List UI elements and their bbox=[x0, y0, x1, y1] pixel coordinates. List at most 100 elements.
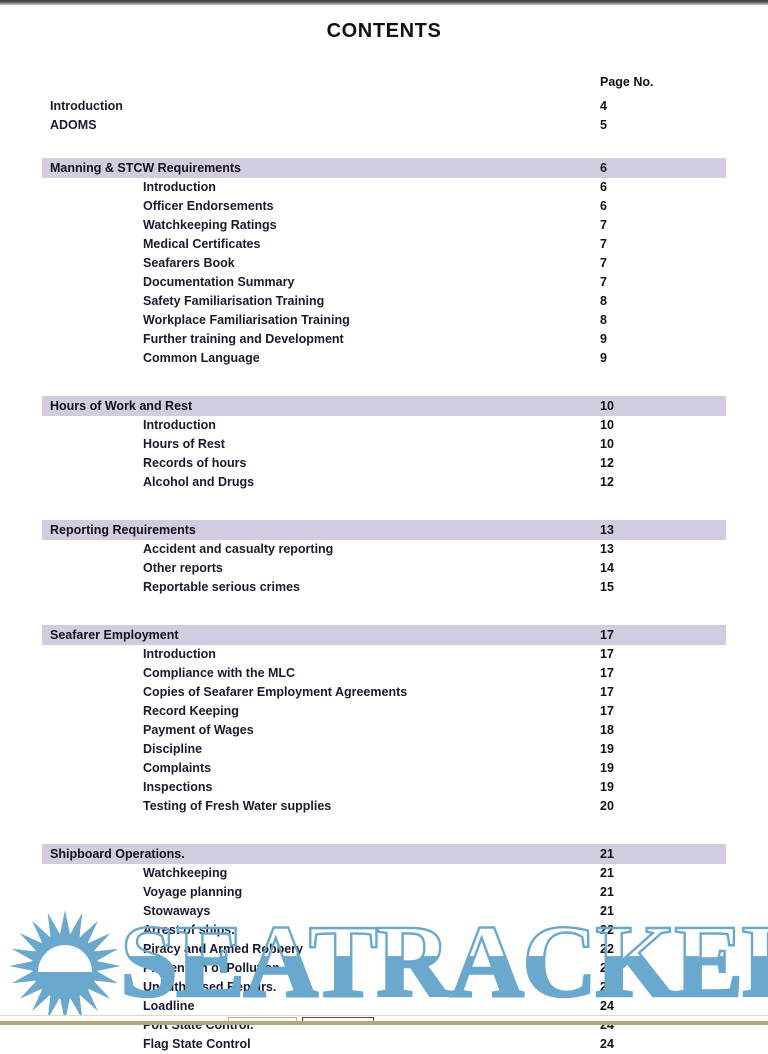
toc-entry-prevention-of-pollution[interactable]: Prevention of Pollution 22 bbox=[42, 959, 726, 978]
toc-entry-seafarers-book[interactable]: Seafarers Book 7 bbox=[42, 254, 726, 273]
toc-entry-page: 17 bbox=[600, 704, 614, 718]
document-page: CONTENTS Page No. Introduction 4 ADOMS 5… bbox=[0, 5, 768, 1051]
toc-entry-unauthorised-repairs[interactable]: Unauthorised Repairs. 24 bbox=[42, 978, 726, 997]
toc-entry-accident-and-casualty-reporting[interactable]: Accident and casualty reporting 13 bbox=[42, 540, 726, 559]
toc-entry-introduction[interactable]: Introduction 6 bbox=[42, 178, 726, 197]
toc-section-page: 21 bbox=[600, 847, 614, 861]
toc-entry-page: 14 bbox=[600, 561, 614, 575]
toc-entry-voyage-planning[interactable]: Voyage planning 21 bbox=[42, 883, 726, 902]
toc-section-heading[interactable]: Hours of Work and Rest 10 bbox=[42, 396, 726, 416]
toc-entry-record-keeping[interactable]: Record Keeping 17 bbox=[42, 702, 726, 721]
toc-entry-title: Accident and casualty reporting bbox=[143, 542, 334, 556]
viewer-bottom-bar[interactable] bbox=[0, 1015, 768, 1025]
toc-entry-reportable-serious-crimes[interactable]: Reportable serious crimes 15 bbox=[42, 578, 726, 597]
toc-entry-page: 22 bbox=[600, 942, 614, 956]
toc-entry-page: 24 bbox=[600, 1037, 614, 1051]
toc-section-heading[interactable]: Seafarer Employment 17 bbox=[42, 625, 726, 645]
toc-entry-page: 8 bbox=[600, 313, 607, 327]
toc-entry-page: 19 bbox=[600, 761, 614, 775]
toc-entry-title: Copies of Seafarer Employment Agreements bbox=[143, 685, 408, 699]
toc-entry-flag-state-control[interactable]: Flag State Control 24 bbox=[42, 1035, 726, 1054]
toc-entry-title: Voyage planning bbox=[143, 885, 243, 899]
toc-entry-page: 17 bbox=[600, 666, 614, 680]
toc-entry-further-training-and-development[interactable]: Further training and Development 9 bbox=[42, 330, 726, 349]
toc-entry-arrest-of-ships[interactable]: Arrest of ships. 22 bbox=[42, 921, 726, 940]
toc-entry-copies-of-seafarer-employment-agreements[interactable]: Copies of Seafarer Employment Agreements… bbox=[42, 683, 726, 702]
toc-entry-adoms[interactable]: ADOMS 5 bbox=[42, 116, 726, 135]
toc-entry-title: Common Language bbox=[143, 351, 260, 365]
toc-entry-title: Unauthorised Repairs. bbox=[143, 980, 277, 994]
toc-entry-medical-certificates[interactable]: Medical Certificates 7 bbox=[42, 235, 726, 254]
toc-entry-title: Seafarers Book bbox=[143, 256, 235, 270]
toc-entry-title: Compliance with the MLC bbox=[143, 666, 296, 680]
toc-entry-watchkeeping-ratings[interactable]: Watchkeeping Ratings 7 bbox=[42, 216, 726, 235]
toc-entry-page: 15 bbox=[600, 580, 614, 594]
thumbnail-strip bbox=[0, 1021, 768, 1025]
toc-entry-title: Reportable serious crimes bbox=[143, 580, 301, 594]
toc-entry-title: Inspections bbox=[143, 780, 213, 794]
table-of-contents: Page No. Introduction 4 ADOMS 5 Manning … bbox=[42, 75, 726, 1054]
toc-entry-page: 21 bbox=[600, 904, 614, 918]
toc-entry-page: 17 bbox=[600, 647, 614, 661]
toc-entry-hours-of-rest[interactable]: Hours of Rest 10 bbox=[42, 435, 726, 454]
toc-entry-title: Flag State Control bbox=[143, 1037, 251, 1051]
toc-entry-payment-of-wages[interactable]: Payment of Wages 18 bbox=[42, 721, 726, 740]
toc-entry-title: Discipline bbox=[143, 742, 203, 756]
toc-entry-title: Officer Endorsements bbox=[143, 199, 274, 213]
toc-entry-title: Piracy and Armed Robbery bbox=[143, 942, 304, 956]
toc-entry-title: Other reports bbox=[143, 561, 223, 575]
toc-entry-watchkeeping[interactable]: Watchkeeping 21 bbox=[42, 864, 726, 883]
toc-entry-page: 18 bbox=[600, 723, 614, 737]
toc-entry-title: Arrest of ships. bbox=[143, 923, 235, 937]
toc-entry-documentation-summary[interactable]: Documentation Summary 7 bbox=[42, 273, 726, 292]
toc-entry-page: 10 bbox=[600, 418, 614, 432]
toc-entry-officer-endorsements[interactable]: Officer Endorsements 6 bbox=[42, 197, 726, 216]
toc-entry-title: Complaints bbox=[143, 761, 212, 775]
toc-section-title: Shipboard Operations. bbox=[50, 847, 185, 861]
toc-section-hours-of-work-and-rest: Hours of Work and Rest 10 Introduction 1… bbox=[42, 396, 726, 492]
toc-section-heading[interactable]: Shipboard Operations. 21 bbox=[42, 844, 726, 864]
toc-entry-inspections[interactable]: Inspections 19 bbox=[42, 778, 726, 797]
page-no-label: Page No. bbox=[600, 75, 654, 89]
toc-entry-title: Hours of Rest bbox=[143, 437, 225, 451]
toc-entry-common-language[interactable]: Common Language 9 bbox=[42, 349, 726, 368]
toc-entry-alcohol-and-drugs[interactable]: Alcohol and Drugs 12 bbox=[42, 473, 726, 492]
toc-entry-introduction[interactable]: Introduction 10 bbox=[42, 416, 726, 435]
toc-entry-discipline[interactable]: Discipline 19 bbox=[42, 740, 726, 759]
toc-entry-title: Workplace Familiarisation Training bbox=[143, 313, 350, 327]
toc-entry-piracy-and-armed-robbery[interactable]: Piracy and Armed Robbery 22 bbox=[42, 940, 726, 959]
toc-section-page: 17 bbox=[600, 628, 614, 642]
toc-entry-compliance-with-the-mlc[interactable]: Compliance with the MLC 17 bbox=[42, 664, 726, 683]
toc-section-title: Seafarer Employment bbox=[50, 628, 179, 642]
toc-entry-introduction[interactable]: Introduction 4 bbox=[42, 97, 726, 116]
toc-entry-safety-familiarisation-training[interactable]: Safety Familiarisation Training 8 bbox=[42, 292, 726, 311]
toc-entry-page: 9 bbox=[600, 351, 607, 365]
page-title: CONTENTS bbox=[326, 20, 442, 42]
toc-entry-title: Records of hours bbox=[143, 456, 247, 470]
toc-section-heading[interactable]: Reporting Requirements 13 bbox=[42, 520, 726, 540]
toc-entry-other-reports[interactable]: Other reports 14 bbox=[42, 559, 726, 578]
toc-entry-page: 19 bbox=[600, 742, 614, 756]
toc-entry-workplace-familiarisation-training[interactable]: Workplace Familiarisation Training 8 bbox=[42, 311, 726, 330]
toc-entry-records-of-hours[interactable]: Records of hours 12 bbox=[42, 454, 726, 473]
spacer bbox=[42, 135, 726, 158]
toc-entry-page: 24 bbox=[600, 980, 614, 994]
toc-section-manning-stcw-requirements: Manning & STCW Requirements 6 Introducti… bbox=[42, 158, 726, 368]
toc-entry-page: 5 bbox=[600, 118, 607, 132]
toc-entry-title: Documentation Summary bbox=[143, 275, 295, 289]
toc-entry-title: Introduction bbox=[50, 99, 123, 113]
toc-entry-testing-of-fresh-water-supplies[interactable]: Testing of Fresh Water supplies 20 bbox=[42, 797, 726, 816]
toc-entry-stowaways[interactable]: Stowaways 21 bbox=[42, 902, 726, 921]
toc-entry-introduction[interactable]: Introduction 17 bbox=[42, 645, 726, 664]
toc-entry-title: Record Keeping bbox=[143, 704, 239, 718]
spacer bbox=[42, 368, 726, 396]
toc-entry-title: Loadline bbox=[143, 999, 195, 1013]
toc-entry-complaints[interactable]: Complaints 19 bbox=[42, 759, 726, 778]
spacer bbox=[42, 492, 726, 520]
toc-entry-page: 10 bbox=[600, 437, 614, 451]
toc-entry-page: 22 bbox=[600, 961, 614, 975]
toc-section-heading[interactable]: Manning & STCW Requirements 6 bbox=[42, 158, 726, 178]
toc-section-title: Reporting Requirements bbox=[50, 523, 196, 537]
toc-entry-loadline[interactable]: Loadline 24 bbox=[42, 997, 726, 1016]
toc-entry-title: Prevention of Pollution bbox=[143, 961, 280, 975]
